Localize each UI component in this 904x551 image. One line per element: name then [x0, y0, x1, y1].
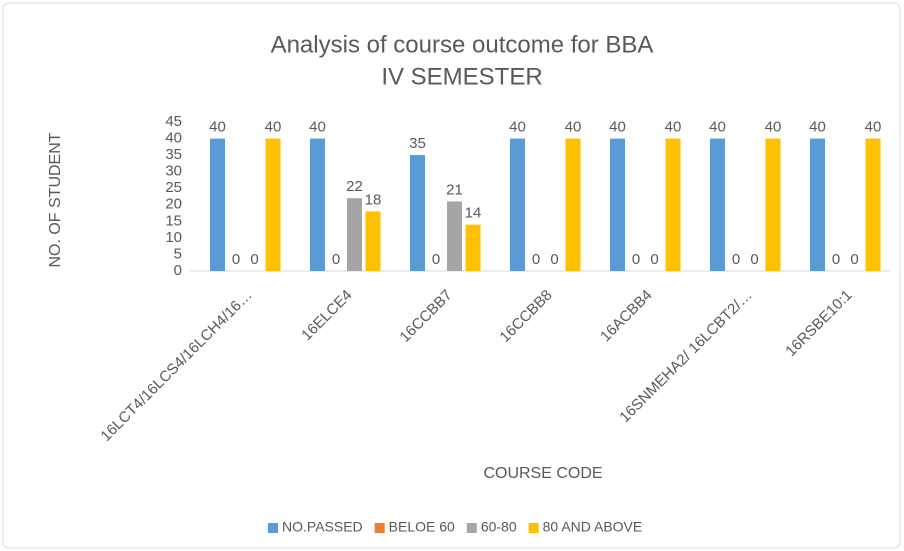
data-label: 21 [446, 181, 463, 198]
y-tick-label: 20 [165, 196, 182, 213]
data-label: 18 [365, 191, 382, 208]
y-tick-label: 30 [165, 163, 182, 180]
data-label: 40 [765, 119, 782, 136]
data-label: 40 [565, 119, 582, 136]
data-label: 0 [750, 251, 758, 268]
bar [565, 138, 581, 271]
y-tick-label: 35 [165, 146, 182, 163]
legend-label: 60-80 [481, 519, 517, 535]
legend-label: BELOE 60 [389, 519, 455, 535]
legend-swatch [466, 523, 477, 533]
legend-swatch [268, 523, 278, 533]
data-label: 40 [665, 119, 682, 136]
bar [310, 138, 325, 271]
legend-swatch [528, 523, 539, 533]
data-label: 40 [265, 119, 282, 136]
data-label: 14 [465, 205, 482, 222]
data-label: 0 [532, 251, 540, 268]
bar [765, 138, 781, 271]
bar [710, 138, 725, 271]
data-label: 40 [609, 119, 626, 136]
data-label: 40 [509, 119, 526, 136]
bar [810, 138, 825, 271]
bar [610, 138, 625, 271]
y-tick-label: 15 [165, 212, 182, 229]
legend-label: NO.PASSED [282, 519, 363, 535]
bar [447, 201, 462, 271]
data-label: 0 [432, 251, 440, 268]
data-label: 40 [709, 119, 726, 136]
y-tick-label: 5 [174, 245, 182, 262]
bar [465, 224, 481, 271]
data-label: 40 [865, 119, 882, 136]
data-label: 0 [232, 251, 240, 268]
data-label: 0 [650, 251, 658, 268]
bar [665, 138, 681, 271]
bar [865, 138, 881, 271]
data-label: 0 [632, 251, 640, 268]
data-label: 0 [832, 251, 840, 268]
bar [210, 138, 225, 271]
data-label: 40 [209, 119, 226, 136]
y-axis-title: NO. OF STUDENT [47, 132, 64, 267]
data-label: 35 [409, 135, 426, 152]
bar [410, 155, 425, 271]
bar [365, 211, 381, 271]
chart-title: Analysis of course outcome for BBA [271, 31, 654, 58]
legend-label: 80 AND ABOVE [543, 519, 643, 535]
y-tick-label: 0 [174, 262, 182, 279]
data-label: 40 [809, 119, 826, 136]
data-label: 22 [346, 178, 363, 195]
bar [265, 138, 281, 271]
data-label: 0 [732, 251, 740, 268]
legend-swatch [374, 523, 385, 533]
y-tick-label: 40 [165, 130, 182, 147]
data-label: 40 [309, 119, 326, 136]
x-axis-title: COURSE CODE [483, 465, 602, 482]
y-tick-label: 10 [165, 229, 182, 246]
data-label: 0 [550, 251, 558, 268]
data-label: 0 [332, 251, 340, 268]
y-tick-label: 25 [165, 179, 182, 196]
data-label: 0 [850, 251, 858, 268]
data-label: 0 [250, 251, 258, 268]
chart-title: IV SEMESTER [381, 63, 542, 90]
bar [347, 198, 362, 271]
y-tick-label: 45 [165, 113, 182, 130]
bar [510, 138, 525, 271]
